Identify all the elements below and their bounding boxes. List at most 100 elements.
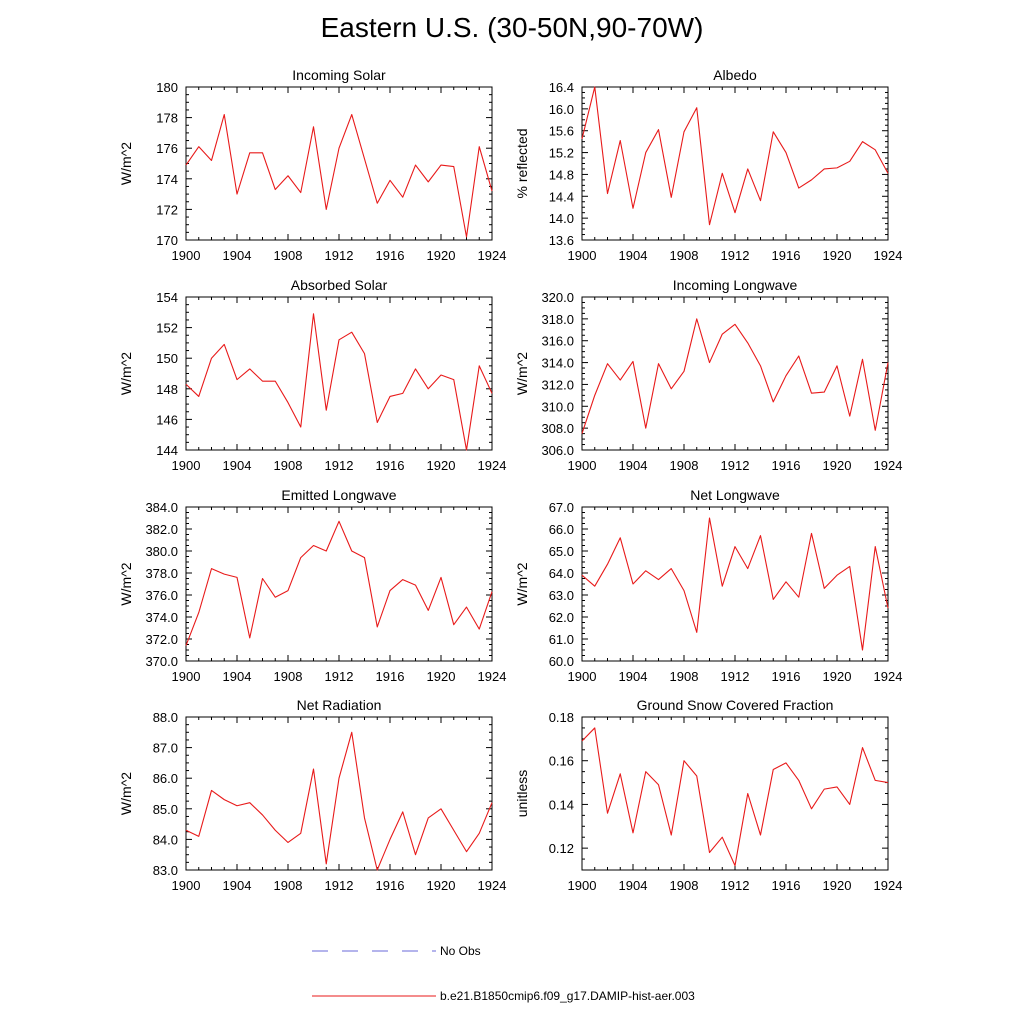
y-tick-label: 374.0	[145, 610, 178, 625]
y-tick-label: 15.2	[549, 146, 574, 161]
x-tick-label: 1920	[427, 458, 456, 473]
y-tick-label: 86.0	[153, 771, 178, 786]
y-tick-label: 88.0	[153, 710, 178, 725]
x-tick-label: 1904	[619, 878, 648, 893]
series-line	[185, 313, 493, 451]
x-tick-label: 1920	[823, 669, 852, 684]
x-tick-label: 1904	[223, 878, 252, 893]
x-tick-label: 1916	[376, 458, 405, 473]
plot-frame	[185, 296, 493, 451]
x-tick-label: 1912	[325, 248, 354, 263]
y-tick-label: 61.0	[549, 632, 574, 647]
y-axis-label: W/m^2	[118, 352, 134, 395]
legend-label: No Obs	[440, 944, 481, 958]
x-tick-label: 1904	[619, 669, 648, 684]
y-tick-label: 148	[156, 382, 178, 397]
series-line	[185, 113, 493, 238]
y-tick-label: 154	[156, 290, 178, 305]
y-tick-label: 0.18	[549, 710, 574, 725]
y-tick-label: 174	[156, 172, 178, 187]
x-tick-label: 1912	[721, 669, 750, 684]
y-tick-label: 316.0	[541, 334, 574, 349]
y-tick-label: 63.0	[549, 588, 574, 603]
series-line	[185, 520, 493, 646]
y-tick-label: 16.0	[549, 102, 574, 117]
x-tick-label: 1916	[376, 878, 405, 893]
x-tick-label: 1900	[172, 458, 201, 473]
page-title: Eastern U.S. (30-50N,90-70W)	[320, 12, 704, 43]
x-tick-label: 1900	[172, 669, 201, 684]
x-tick-label: 1916	[376, 248, 405, 263]
x-tick-label: 1924	[478, 248, 507, 263]
x-tick-label: 1924	[874, 248, 903, 263]
panel-title: Incoming Longwave	[673, 277, 798, 293]
x-tick-label: 1920	[823, 458, 852, 473]
x-tick-label: 1920	[427, 878, 456, 893]
panel-title: Ground Snow Covered Fraction	[637, 697, 834, 713]
x-tick-label: 1908	[670, 248, 699, 263]
y-tick-label: 384.0	[145, 500, 178, 515]
x-tick-label: 1908	[274, 878, 303, 893]
x-tick-label: 1900	[568, 458, 597, 473]
series-line	[581, 517, 889, 651]
x-tick-label: 1916	[772, 669, 801, 684]
y-axis-label: W/m^2	[514, 352, 530, 395]
legend: No Obs b.e21.B1850cmip6.f09_g17.DAMIP-his…	[312, 944, 695, 1003]
y-tick-label: 172	[156, 202, 178, 217]
plot-frame	[581, 506, 889, 662]
x-tick-label: 1908	[670, 458, 699, 473]
y-tick-label: 16.4	[549, 80, 574, 95]
y-tick-label: 180	[156, 80, 178, 95]
x-tick-label: 1904	[223, 248, 252, 263]
y-tick-label: 378.0	[145, 566, 178, 581]
x-tick-label: 1924	[874, 669, 903, 684]
x-tick-label: 1900	[172, 878, 201, 893]
panel-2: 1900 1904 1908 1912 1916 1920 1924 13.6 14.0 14.4…	[514, 67, 902, 263]
y-tick-label: 150	[156, 351, 178, 366]
panel-title: Absorbed Solar	[291, 277, 388, 293]
x-tick-label: 1904	[223, 669, 252, 684]
y-axis-label: % reflected	[514, 128, 530, 198]
plot-frame	[581, 86, 889, 241]
y-tick-label: 60.0	[549, 654, 574, 669]
y-tick-label: 376.0	[145, 588, 178, 603]
y-axis-label: W/m^2	[118, 142, 134, 185]
y-tick-label: 0.12	[549, 841, 574, 856]
y-tick-label: 144	[156, 443, 178, 458]
x-tick-label: 1916	[772, 878, 801, 893]
x-tick-label: 1920	[427, 669, 456, 684]
y-tick-label: 308.0	[541, 421, 574, 436]
x-tick-label: 1908	[670, 669, 699, 684]
panel-title: Net Longwave	[690, 487, 780, 503]
y-tick-label: 176	[156, 141, 178, 156]
legend-label: b.e21.B1850cmip6.f09_g17.DAMIP-hist-aer.…	[440, 989, 695, 1003]
y-axis-label: unitless	[514, 770, 530, 817]
y-tick-label: 380.0	[145, 544, 178, 559]
panel-1: 1900 1904 1908 1912 1916 1920 1924 170 172 174 176…	[118, 67, 506, 263]
y-tick-label: 152	[156, 321, 178, 336]
y-tick-label: 170	[156, 233, 178, 248]
panel-title: Albedo	[713, 67, 757, 83]
x-tick-label: 1920	[823, 878, 852, 893]
x-tick-label: 1924	[478, 458, 507, 473]
y-tick-label: 87.0	[153, 741, 178, 756]
y-tick-label: 146	[156, 412, 178, 427]
y-tick-label: 382.0	[145, 522, 178, 537]
y-tick-label: 0.14	[549, 797, 574, 812]
y-axis-label: W/m^2	[514, 562, 530, 605]
plot-frame	[185, 716, 493, 871]
y-tick-label: 67.0	[549, 500, 574, 515]
x-tick-label: 1900	[568, 669, 597, 684]
y-tick-label: 14.8	[549, 167, 574, 182]
y-tick-label: 0.16	[549, 754, 574, 769]
y-tick-label: 15.6	[549, 124, 574, 139]
y-axis-label: W/m^2	[118, 562, 134, 605]
x-tick-label: 1908	[274, 669, 303, 684]
x-tick-label: 1912	[325, 669, 354, 684]
y-tick-label: 306.0	[541, 443, 574, 458]
x-tick-label: 1912	[325, 878, 354, 893]
panel-title: Incoming Solar	[292, 67, 386, 83]
panel-4: 1900 1904 1908 1912 1916 1920 1924 306.0 308.0 31…	[514, 277, 902, 473]
x-tick-label: 1920	[823, 248, 852, 263]
